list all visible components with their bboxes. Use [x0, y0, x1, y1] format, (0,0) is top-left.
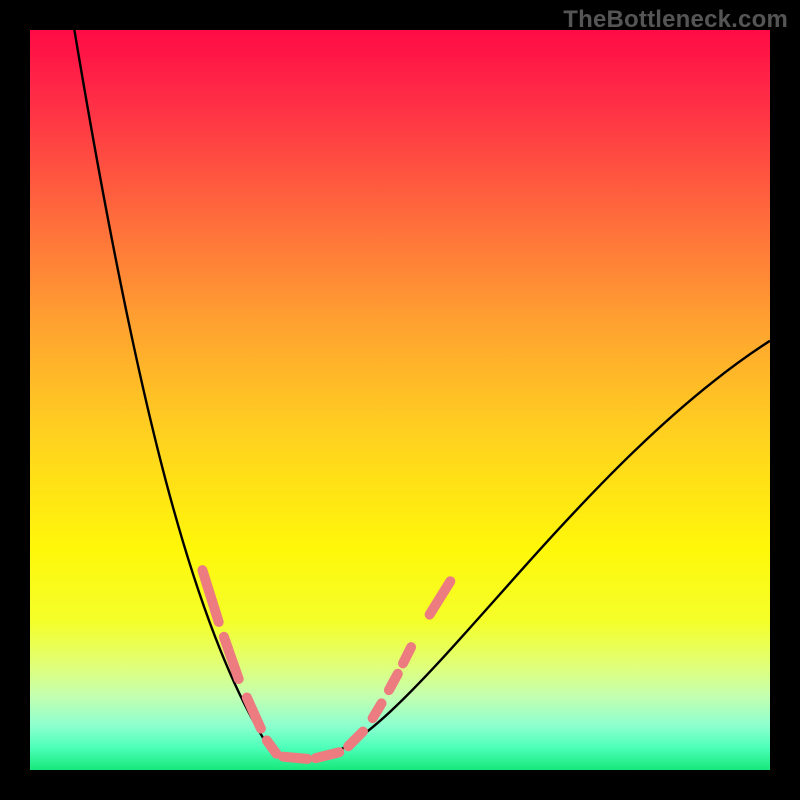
highlight-dash-5 — [316, 752, 340, 758]
watermark-text: TheBottleneck.com — [563, 6, 788, 34]
highlight-dash-0 — [202, 570, 218, 622]
highlight-dash-1 — [224, 637, 239, 679]
chart-stage: TheBottleneck.com — [0, 0, 800, 800]
highlight-dash-9 — [403, 647, 411, 663]
plot-area — [30, 30, 770, 770]
highlight-dash-6 — [348, 732, 363, 747]
curve-layer — [30, 30, 770, 770]
highlight-dash-4 — [283, 757, 307, 759]
highlight-dash-3 — [267, 740, 277, 753]
highlight-dash-7 — [373, 703, 382, 718]
bottleneck-curve — [74, 30, 770, 759]
highlight-dash-8 — [389, 674, 398, 690]
highlight-dash-group — [202, 570, 450, 759]
highlight-dash-2 — [247, 697, 261, 728]
highlight-dash-10 — [430, 581, 451, 614]
